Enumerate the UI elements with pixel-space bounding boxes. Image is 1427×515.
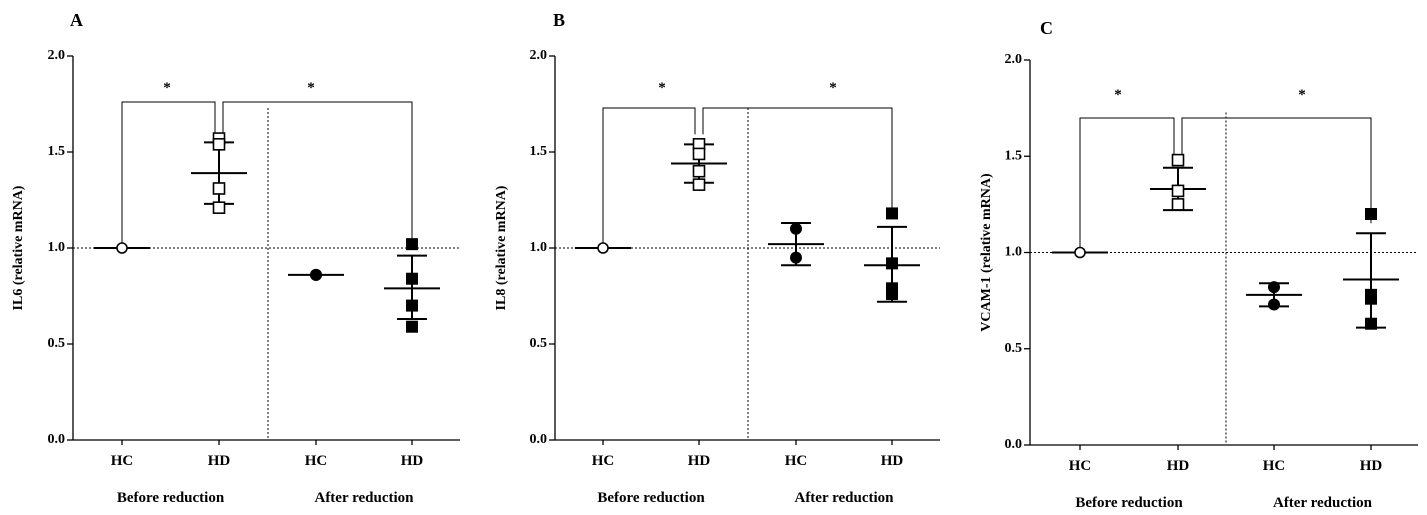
data-point <box>116 242 128 254</box>
x-tick-label: HC <box>1069 458 1092 474</box>
x-tick-label: HD <box>401 453 424 469</box>
data-point <box>1171 153 1185 167</box>
significance-star: * <box>829 80 837 96</box>
y-tick-label: 1.5 <box>1005 148 1023 163</box>
y-tick-label: 0.5 <box>48 336 66 351</box>
significance-bracket <box>1079 117 1175 249</box>
data-point <box>790 222 802 235</box>
panel-a: A 0.0 0.5 1.0 1.5 2.0 IL6 (relative mRNA) HC HD H… <box>11 10 460 506</box>
y-tick-label: 1.0 <box>48 240 66 255</box>
y-tick-label: 1.5 <box>530 144 548 159</box>
x-tick-label: HD <box>881 453 904 469</box>
data-point <box>1171 198 1185 211</box>
group-label: After reduction <box>1273 495 1373 511</box>
significance-bracket <box>1181 117 1372 224</box>
x-tick-label: HD <box>1167 458 1190 474</box>
data-point <box>406 238 418 251</box>
data-point <box>310 268 322 281</box>
data-point <box>597 242 609 254</box>
significance-bracket <box>121 101 216 244</box>
data-point <box>692 178 706 191</box>
panel-letter: C <box>1040 18 1053 38</box>
significance-star: * <box>1298 87 1306 103</box>
y-tick-label: 2.0 <box>48 48 66 63</box>
y-axis-label: IL6 (relative mRNA) <box>11 185 26 310</box>
group-label: After reduction <box>794 490 894 506</box>
x-tick-label: HC <box>305 453 328 469</box>
data-point <box>406 272 418 285</box>
significance-star: * <box>658 80 666 96</box>
data-point <box>1365 292 1377 305</box>
data-point <box>692 164 706 178</box>
data-point <box>886 288 898 301</box>
x-tick-label: HD <box>1360 458 1383 474</box>
data-point <box>790 251 802 264</box>
data-point <box>1268 281 1280 294</box>
x-tick-label: HC <box>111 453 134 469</box>
data-point <box>406 299 418 312</box>
y-tick-label: 0.0 <box>1005 437 1023 452</box>
x-tick-label: HC <box>785 453 808 469</box>
y-tick-label: 0.0 <box>530 432 548 447</box>
y-tick-label: 0.0 <box>48 432 66 447</box>
data-point <box>1171 184 1185 198</box>
y-tick-label: 0.5 <box>1005 341 1023 356</box>
x-tick-label: HD <box>208 453 231 469</box>
y-tick-label: 1.5 <box>48 144 66 159</box>
data-point <box>1365 317 1377 330</box>
data-point <box>692 147 706 161</box>
group-label: Before reduction <box>597 490 705 506</box>
panel-b: B 0.0 0.5 1.0 1.5 2.0 IL8 (relative mRNA) HC HD H… <box>494 10 940 506</box>
panel-c: C 0.0 0.5 1.0 1.5 2.0 VCAM-1 (relative mRNA) HC… <box>979 18 1418 511</box>
y-axis-label: VCAM-1 (relative mRNA) <box>979 173 994 332</box>
data-point <box>212 138 226 151</box>
data-point <box>406 320 418 333</box>
data-point <box>1365 208 1377 220</box>
data-point <box>1268 298 1280 311</box>
data-point <box>212 201 226 214</box>
y-tick-label: 0.5 <box>530 336 548 351</box>
significance-star: * <box>307 80 315 96</box>
data-point <box>212 182 226 195</box>
x-tick-label: HD <box>688 453 711 469</box>
panel-letter: A <box>70 10 83 30</box>
significance-star: * <box>1114 87 1122 103</box>
y-tick-label: 1.0 <box>1005 245 1023 260</box>
data-point <box>886 257 898 270</box>
group-label: Before reduction <box>117 490 225 506</box>
significance-bracket <box>222 101 413 246</box>
data-point <box>1074 246 1086 259</box>
significance-bracket <box>702 107 893 217</box>
y-tick-label: 2.0 <box>530 48 548 63</box>
group-label: After reduction <box>314 490 414 506</box>
significance-star: * <box>163 80 171 96</box>
panel-letter: B <box>553 10 565 30</box>
y-tick-label: 1.0 <box>530 240 548 255</box>
y-axis-label: IL8 (relative mRNA) <box>494 185 509 310</box>
y-tick-label: 2.0 <box>1005 52 1023 67</box>
data-point <box>886 207 898 220</box>
x-tick-label: HC <box>1263 458 1286 474</box>
significance-bracket <box>602 107 696 244</box>
group-label: Before reduction <box>1075 495 1183 511</box>
x-tick-label: HC <box>592 453 615 469</box>
